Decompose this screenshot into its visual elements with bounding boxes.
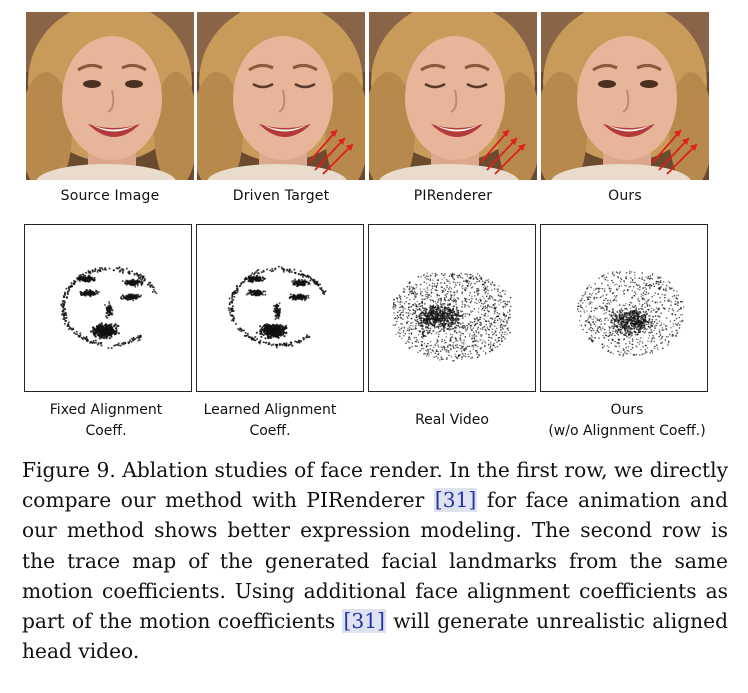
caption-learned-alignment: Learned Alignment Coeff. [182,400,358,442]
face-image-row [0,12,748,182]
citation-link[interactable]: [31] [433,488,478,513]
caption-driven-target: Driven Target [232,188,330,204]
figure-caption: Figure 9. Ablation studies of face rende… [22,455,728,666]
trace-map-fixed-alignment [24,224,192,392]
trace-map-ours [540,224,708,392]
caption-text-3: will generate unrealistic aligned head v… [22,609,728,664]
caption-ours: Ours [608,188,642,204]
caption-text-2: for face animation and our method shows … [22,488,728,634]
caption-line-1: Real Video [415,412,489,428]
driven-target-image [197,12,365,180]
caption-pirenderer: PIRenderer [413,188,493,204]
citation-link[interactable]: [31] [342,609,386,634]
trace-map-real-video [368,224,536,392]
caption-real-video: Real Video [364,410,540,431]
trace-map-learned-alignment [196,224,364,392]
caption-line-2: (w/o Alignment Coeff.) [548,423,706,439]
caption-source-image: Source Image [60,188,160,204]
caption-line-2: Coeff. [85,423,127,439]
caption-text-1: Figure 9. Ablation studies of face rende… [22,458,728,513]
pirenderer-image [369,12,537,180]
caption-fixed-alignment: Fixed Alignment Coeff. [18,400,194,442]
caption-line-2: Coeff. [249,423,291,439]
ours-image [541,12,709,180]
source-image [26,12,194,180]
caption-line-1: Fixed Alignment [49,402,163,418]
caption-line-1: Ours [610,402,644,418]
caption-ours-wo-alignment: Ours (w/o Alignment Coeff.) [536,400,718,442]
caption-line-1: Learned Alignment [203,402,337,418]
